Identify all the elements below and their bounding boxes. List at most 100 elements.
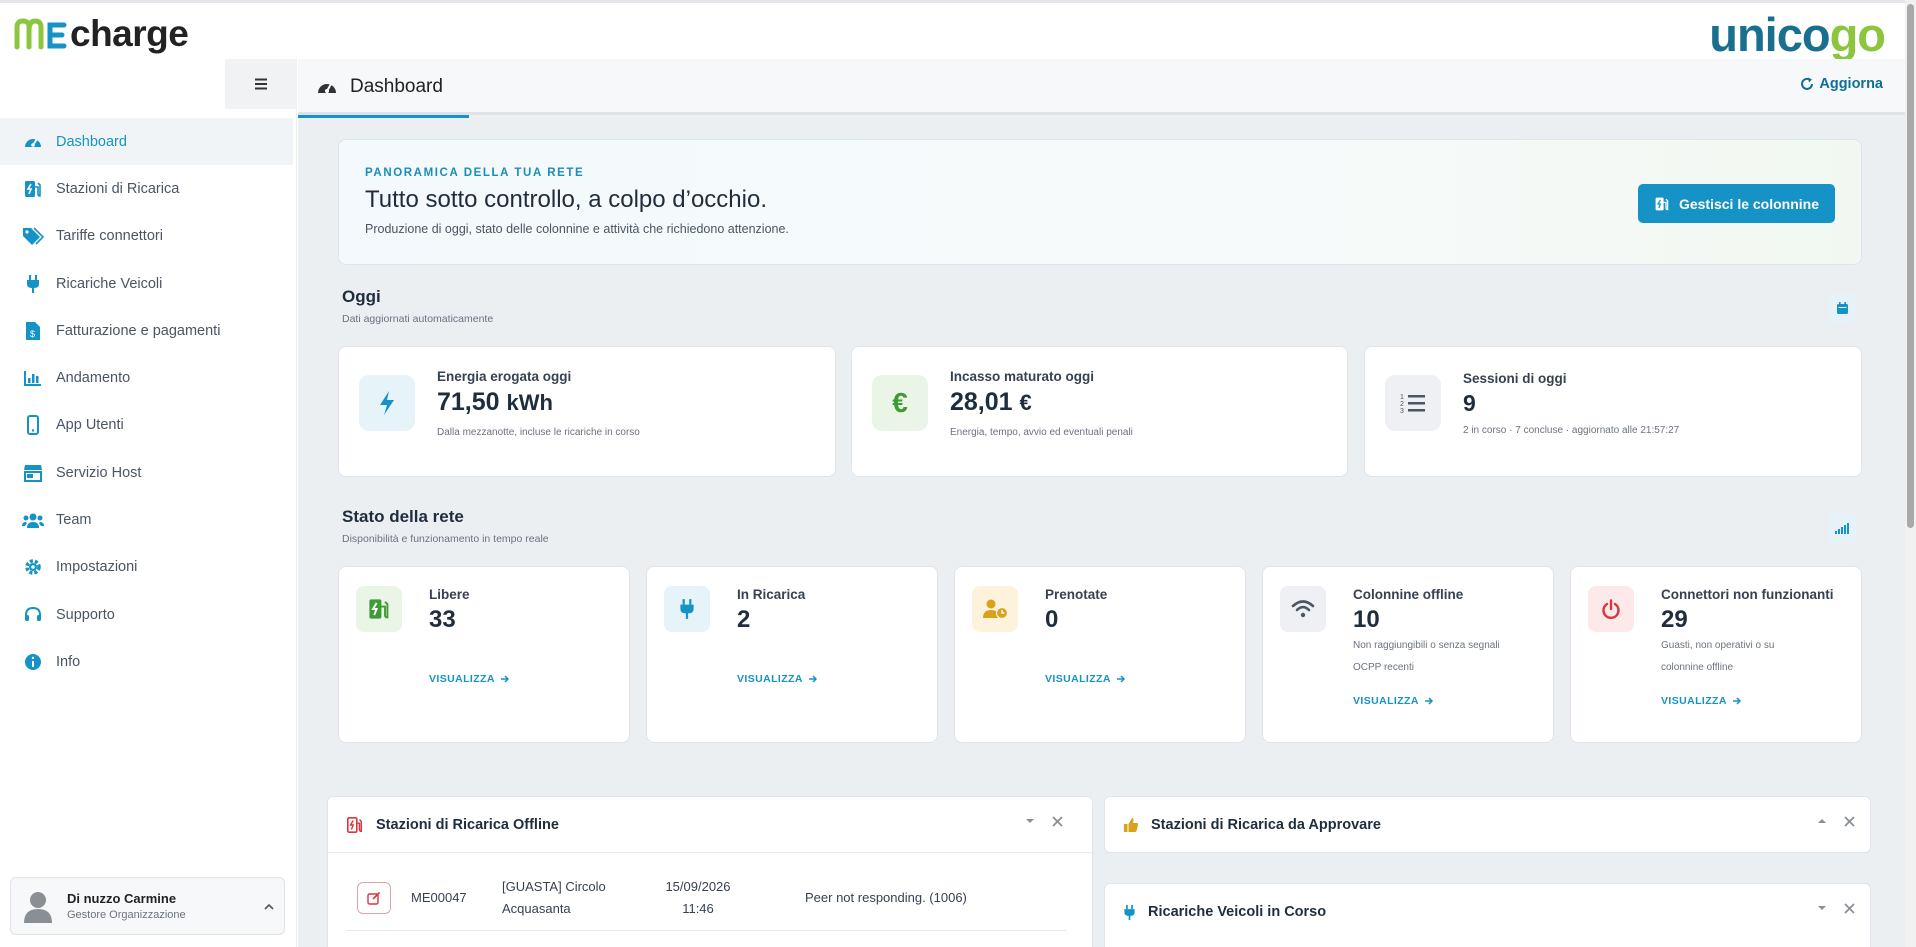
sidebar-item-servizio-host[interactable]: Servizio Host xyxy=(0,449,293,496)
status-value: 10 xyxy=(1353,606,1380,633)
status-card-prenotate: Prenotate 0 VISUALIZZA xyxy=(954,566,1246,743)
store-icon xyxy=(22,462,44,484)
expand-button[interactable] xyxy=(1817,818,1827,824)
manage-stations-label: Gestisci le colonnine xyxy=(1678,195,1819,212)
edit-button[interactable] xyxy=(357,882,391,914)
station-date: 15/09/2026 xyxy=(665,879,731,894)
tab-label: Dashboard xyxy=(350,76,443,97)
top-bar: charge unicogo xyxy=(0,0,1905,61)
status-value: 29 xyxy=(1661,606,1688,633)
close-icon xyxy=(1844,903,1855,914)
kpi-number: 9 xyxy=(1463,390,1476,416)
charging-station-icon xyxy=(346,816,363,833)
view-link[interactable]: VISUALIZZA xyxy=(1045,673,1126,685)
user-clock-icon xyxy=(972,586,1018,632)
caret-down-icon xyxy=(1026,819,1034,823)
kpi-label: Energia erogata oggi xyxy=(437,369,572,384)
sidebar-item-tariffe[interactable]: Tariffe connettori xyxy=(0,213,293,260)
sidebar-item-supporto[interactable]: Supporto xyxy=(0,591,293,638)
sidebar-item-label: Supporto xyxy=(56,606,115,623)
chart-icon xyxy=(22,367,44,389)
sidebar-item-label: Team xyxy=(56,512,92,529)
close-button[interactable] xyxy=(1844,816,1855,827)
user-menu[interactable]: Di nuzzo Carmine Gestore Organizzazione xyxy=(10,877,285,935)
status-label: Connettori non funzionanti xyxy=(1661,587,1834,602)
sidebar-item-app-utenti[interactable]: App Utenti xyxy=(0,402,293,449)
sidebar-item-label: Info xyxy=(56,653,81,670)
view-link[interactable]: VISUALIZZA xyxy=(1661,695,1742,707)
status-value: 0 xyxy=(1045,606,1059,633)
collapse-button[interactable] xyxy=(1817,905,1827,911)
close-button[interactable] xyxy=(1844,903,1855,914)
section-subtitle-oggi: Dati aggiornati automaticamente xyxy=(342,313,494,325)
sidebar-item-info[interactable]: Info xyxy=(0,638,293,685)
app-logo[interactable]: charge xyxy=(14,13,189,55)
close-button[interactable] xyxy=(1052,816,1063,827)
sidebar-item-ricariche[interactable]: Ricariche Veicoli xyxy=(0,260,293,307)
sidebar-item-dashboard[interactable]: Dashboard xyxy=(0,118,293,166)
view-link[interactable]: VISUALIZZA xyxy=(737,673,818,685)
section-subtitle-rete: Disponibilità e funzionamento in tempo r… xyxy=(342,533,549,545)
arrow-right-icon xyxy=(808,675,817,683)
collapse-button[interactable] xyxy=(1025,818,1035,824)
kpi-value: 28,01 € xyxy=(950,388,1032,417)
gear-icon xyxy=(22,556,44,578)
hamburger-icon xyxy=(255,78,267,90)
panel-header: Stazioni di Ricarica Offline xyxy=(328,797,1092,853)
page-scrollbar[interactable] xyxy=(1905,0,1916,947)
kpi-unit: kWh xyxy=(506,390,553,415)
sidebar-item-stazioni[interactable]: Stazioni di Ricarica xyxy=(0,165,293,212)
kpi-number: 28,01 xyxy=(950,388,1013,416)
thumbs-up-icon xyxy=(1124,818,1139,832)
sidebar-item-label: Stazioni di Ricarica xyxy=(56,180,180,197)
hero-title: Tutto sotto controllo, a colpo d’occhio. xyxy=(365,186,767,213)
arrow-right-icon xyxy=(1732,697,1741,705)
status-card-non-funzionanti: Connettori non funzionanti 29 Guasti, no… xyxy=(1570,566,1862,743)
plug-icon xyxy=(1124,904,1135,920)
chevron-up-icon[interactable] xyxy=(264,903,274,910)
panel-title: Stazioni di Ricarica da Approvare xyxy=(1151,817,1381,833)
refresh-button[interactable]: Aggiorna xyxy=(1800,76,1883,92)
station-name: [GUASTA] Circolo Acquasanta xyxy=(502,876,606,920)
calendar-icon[interactable] xyxy=(1827,293,1857,323)
sidebar-item-label: Andamento xyxy=(56,370,131,387)
view-link[interactable]: VISUALIZZA xyxy=(429,673,510,685)
manage-stations-button[interactable]: Gestisci le colonnine xyxy=(1637,184,1835,223)
sidebar-toggle-button[interactable] xyxy=(225,59,297,109)
kpi-note: Energia, tempo, avvio ed eventuali penal… xyxy=(950,427,1133,438)
arrow-right-icon xyxy=(1116,675,1125,683)
sidebar-item-team[interactable]: Team xyxy=(0,496,293,543)
refresh-icon xyxy=(1801,77,1814,90)
caret-down-icon xyxy=(1818,906,1826,910)
tab-dashboard[interactable]: Dashboard xyxy=(298,59,469,118)
station-name-line: Acquasanta xyxy=(502,901,571,916)
sidebar-item-andamento[interactable]: Andamento xyxy=(0,354,293,401)
kpi-value: 71,50 kWh xyxy=(437,388,553,417)
headset-icon xyxy=(22,604,44,626)
view-link[interactable]: VISUALIZZA xyxy=(1353,695,1434,707)
sidebar: Dashboard Stazioni di Ricarica Tariffe c… xyxy=(0,59,297,947)
panel-ongoing-charges: Ricariche Veicoli in Corso xyxy=(1104,883,1871,947)
bolt-icon xyxy=(359,375,415,431)
panel-stations-to-approve: Stazioni di Ricarica da Approvare xyxy=(1104,796,1871,853)
signal-icon[interactable] xyxy=(1827,513,1857,543)
gauge-icon xyxy=(22,131,44,153)
plug-icon xyxy=(664,586,710,632)
sidebar-item-fatturazione[interactable]: $ Fatturazione e pagamenti xyxy=(0,307,293,354)
station-time: 11:46 xyxy=(682,901,714,916)
status-card-libere: Libere 33 VISUALIZZA xyxy=(338,566,630,743)
sidebar-item-impostazioni[interactable]: Impostazioni xyxy=(0,544,293,591)
sidebar-item-label: Dashboard xyxy=(56,133,127,150)
euro-icon: € xyxy=(872,375,928,431)
caret-up-icon xyxy=(1818,819,1826,823)
status-label: Colonnine offline xyxy=(1353,587,1464,602)
station-name-line: [GUASTA] Circolo xyxy=(502,879,606,894)
sidebar-item-label: App Utenti xyxy=(56,417,124,434)
hero-banner: PANORAMICA DELLA TUA RETE Tutto sotto co… xyxy=(338,139,1862,265)
view-link-label: VISUALIZZA xyxy=(737,673,803,685)
kpi-card-incasso: € Incasso maturato oggi 28,01 € Energia,… xyxy=(851,346,1348,477)
kpi-number: 71,50 xyxy=(437,388,500,416)
scrollbar-thumb[interactable] xyxy=(1907,4,1914,528)
view-link-label: VISUALIZZA xyxy=(429,673,495,685)
